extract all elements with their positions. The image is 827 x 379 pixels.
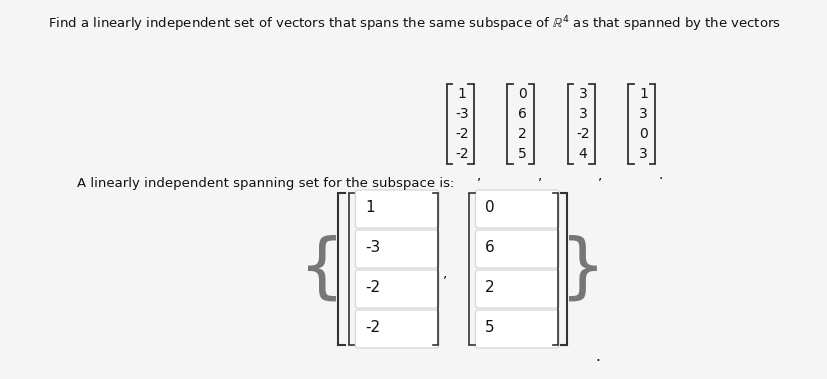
Text: .: .: [595, 349, 600, 364]
Text: -2: -2: [365, 280, 380, 295]
Text: ,: ,: [537, 168, 542, 182]
FancyBboxPatch shape: [475, 310, 558, 348]
Text: -2: -2: [365, 320, 380, 335]
Text: Find a linearly independent set of vectors that spans the same subspace of $\mat: Find a linearly independent set of vecto…: [47, 14, 780, 34]
Text: 3: 3: [578, 107, 586, 121]
FancyBboxPatch shape: [355, 270, 438, 308]
FancyBboxPatch shape: [475, 270, 558, 308]
Text: ,: ,: [476, 168, 481, 182]
Text: 0: 0: [638, 127, 648, 141]
Text: 5: 5: [485, 320, 495, 335]
Text: 5: 5: [518, 147, 526, 161]
Text: -2: -2: [455, 147, 468, 161]
Text: -3: -3: [455, 107, 468, 121]
FancyBboxPatch shape: [355, 230, 438, 268]
Text: 0: 0: [485, 200, 495, 215]
Text: -2: -2: [455, 127, 468, 141]
Text: -3: -3: [365, 240, 380, 255]
FancyBboxPatch shape: [355, 310, 438, 348]
FancyBboxPatch shape: [355, 190, 438, 228]
Text: 0: 0: [518, 87, 526, 101]
FancyBboxPatch shape: [475, 190, 558, 228]
Text: ,: ,: [442, 266, 447, 280]
Text: 3: 3: [638, 107, 648, 121]
Text: 6: 6: [518, 107, 526, 121]
Text: 2: 2: [518, 127, 526, 141]
Text: 3: 3: [638, 147, 648, 161]
Text: 3: 3: [578, 87, 586, 101]
Text: 6: 6: [485, 240, 495, 255]
Text: 1: 1: [365, 200, 375, 215]
Text: 4: 4: [578, 147, 586, 161]
Text: }: }: [559, 235, 605, 304]
Text: {: {: [299, 235, 345, 304]
Text: ,: ,: [597, 168, 602, 182]
FancyBboxPatch shape: [475, 230, 558, 268]
Text: A linearly independent spanning set for the subspace is:: A linearly independent spanning set for …: [77, 177, 454, 191]
Text: .: .: [658, 168, 662, 182]
Text: 1: 1: [457, 87, 466, 101]
Text: -2: -2: [576, 127, 589, 141]
Text: 1: 1: [638, 87, 648, 101]
Text: 2: 2: [485, 280, 495, 295]
